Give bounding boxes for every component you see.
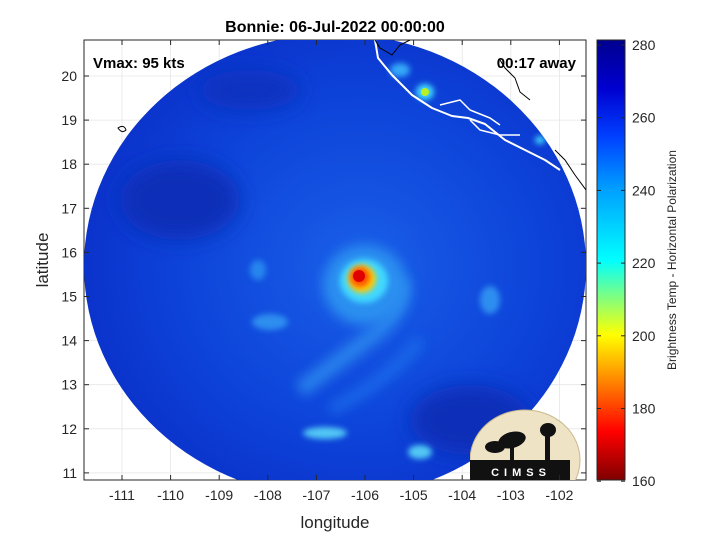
x-tick-label: -108 <box>254 487 282 503</box>
x-axis-label: longitude <box>300 513 369 532</box>
x-tick-label: -103 <box>497 487 525 503</box>
x-tick-label: -102 <box>545 487 573 503</box>
y-tick-label: 11 <box>62 465 77 481</box>
y-tick-label: 13 <box>61 377 77 393</box>
colorbar-tick-label: 260 <box>632 110 656 126</box>
colorbar-ticks: 280 260 240 220 200 180 160 <box>597 37 656 489</box>
x-tick-label: -110 <box>157 487 184 503</box>
y-axis-ticks: 20 19 18 17 16 15 14 13 12 11 <box>61 68 586 481</box>
y-tick-label: 20 <box>61 68 77 84</box>
satellite-imagery <box>84 40 586 480</box>
x-tick-label: -105 <box>400 487 428 503</box>
x-axis-ticks: -111 -110 -109 -108 -107 -106 -105 -104 -103 -102 <box>109 40 574 503</box>
colorbar-tick-label: 180 <box>632 401 656 417</box>
logo-text: CIMSS <box>491 467 551 479</box>
land-outline <box>117 40 586 191</box>
vmax-label: Vmax: 95 kts <box>93 55 185 72</box>
colorbar-tick-label: 280 <box>632 37 656 53</box>
colorbar-tick-label: 160 <box>632 473 656 489</box>
x-tick-label: -109 <box>205 487 233 503</box>
cimss-logo: CIMSS <box>470 409 581 480</box>
y-tick-label: 16 <box>61 244 77 260</box>
colorbar-tick-label: 220 <box>632 255 656 271</box>
y-tick-label: 14 <box>61 333 77 349</box>
time-away-label: 00:17 away <box>497 55 577 72</box>
chart-title: Bonnie: 06-Jul-2022 00:00:00 <box>225 19 445 36</box>
colorbar: 280 260 240 220 200 180 160 Brightness Temp - … <box>596 37 679 489</box>
colorbar-gradient <box>596 39 626 481</box>
y-tick-label: 12 <box>61 421 77 437</box>
y-tick-label: 17 <box>61 200 77 216</box>
y-tick-label: 19 <box>61 112 77 128</box>
x-tick-label: -106 <box>351 487 379 503</box>
y-tick-label: 18 <box>61 156 77 172</box>
x-tick-label: -111 <box>109 487 135 503</box>
x-tick-label: -104 <box>448 487 476 503</box>
y-tick-label: 15 <box>61 289 77 305</box>
y-axis-label: latitude <box>33 233 52 288</box>
colorbar-label: Brightness Temp - Horizontal Polarizatio… <box>665 150 679 370</box>
x-tick-label: -107 <box>302 487 330 503</box>
colorbar-tick-label: 240 <box>632 182 656 198</box>
coastline <box>374 40 561 171</box>
colorbar-tick-label: 200 <box>632 328 656 344</box>
